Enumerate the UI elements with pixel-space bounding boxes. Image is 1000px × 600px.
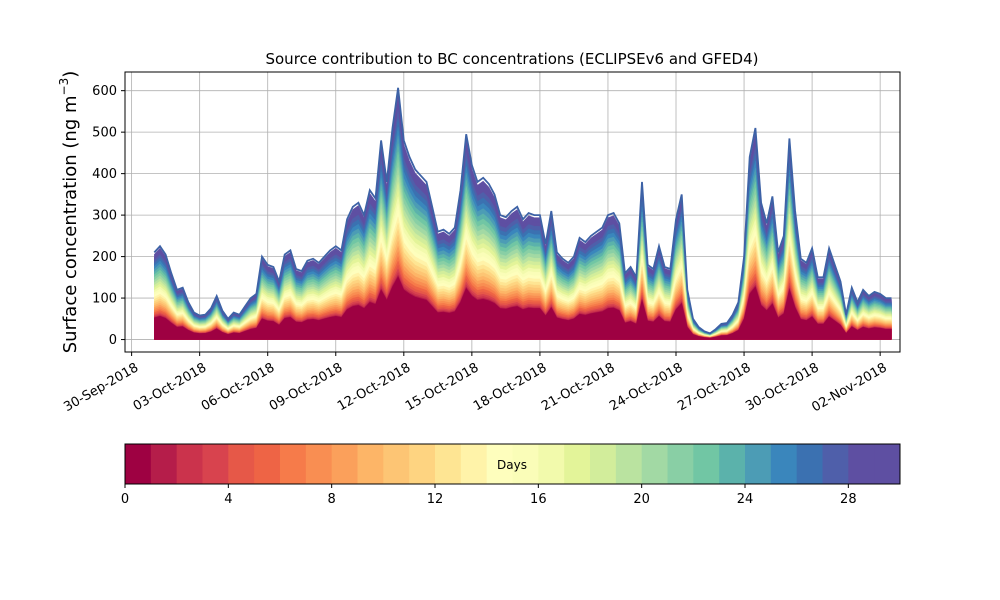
plot-area: 30-Sep-201803-Oct-201806-Oct-201809-Oct-… bbox=[61, 71, 901, 415]
x-tick-label: 30-Sep-2018 bbox=[61, 360, 141, 415]
y-tick-label: 600 bbox=[92, 84, 117, 99]
x-tick-label: 24-Oct-2018 bbox=[607, 360, 685, 414]
colorbar-cell-16 bbox=[538, 444, 565, 484]
colorbar-cell-19 bbox=[615, 444, 643, 484]
colorbar-cell-9 bbox=[357, 444, 384, 484]
y-axis: 0 100 200 300 400 500 600 bbox=[92, 84, 125, 348]
colorbar-tick-label: 20 bbox=[633, 492, 650, 507]
colorbar-cell-7 bbox=[305, 444, 333, 484]
colorbar-cell-18 bbox=[590, 444, 617, 484]
colorbar-label: Days bbox=[497, 458, 527, 472]
x-tick-label: 18-Oct-2018 bbox=[471, 360, 549, 414]
colorbar-cell-11 bbox=[409, 444, 436, 484]
y-axis-label-exponent: −3 bbox=[57, 78, 71, 96]
colorbar-cell-8 bbox=[331, 444, 358, 484]
colorbar-cell-17 bbox=[564, 444, 591, 484]
colorbar-cells bbox=[125, 444, 901, 484]
x-tick-label: 27-Oct-2018 bbox=[675, 360, 753, 414]
plot-frame bbox=[124, 71, 901, 353]
colorbar-cell-2 bbox=[176, 444, 203, 484]
colorbar-ticks: 0 4 8 12 16 20 24 28 bbox=[121, 484, 857, 507]
colorbar-cell-27 bbox=[822, 444, 849, 484]
colorbar-tick-label: 8 bbox=[328, 492, 336, 507]
y-tick-label: 300 bbox=[92, 209, 117, 224]
y-axis-label-main: Surface concentration (ng m bbox=[60, 95, 81, 353]
x-tick-label: 02-Nov-2018 bbox=[809, 360, 889, 415]
x-tick-label: 21-Oct-2018 bbox=[539, 360, 617, 414]
colorbar-cell-29 bbox=[874, 444, 901, 484]
y-axis-label: Surface concentration (ng m−3) bbox=[57, 71, 81, 354]
colorbar-tick-label: 4 bbox=[224, 492, 232, 507]
x-tick-label: 30-Oct-2018 bbox=[743, 360, 821, 414]
colorbar-cell-10 bbox=[383, 444, 410, 484]
colorbar-tick-label: 12 bbox=[427, 492, 444, 507]
colorbar-cell-3 bbox=[202, 444, 229, 484]
colorbar-cell-14 bbox=[486, 444, 513, 484]
y-tick-label: 100 bbox=[92, 292, 117, 307]
colorbar-cell-21 bbox=[667, 444, 694, 484]
x-tick-label: 15-Oct-2018 bbox=[403, 360, 481, 414]
colorbar-frame bbox=[124, 443, 901, 485]
x-tick-label: 12-Oct-2018 bbox=[335, 360, 413, 414]
colorbar-cell-20 bbox=[641, 444, 668, 484]
colorbar-cell-25 bbox=[770, 444, 798, 484]
colorbar-cell-12 bbox=[435, 444, 462, 484]
total-concentration-line bbox=[153, 87, 892, 335]
colorbar-cell-26 bbox=[796, 444, 823, 484]
colorbar-tick-label: 28 bbox=[840, 492, 857, 507]
colorbar-cell-0 bbox=[125, 444, 152, 484]
area-band-day-0 bbox=[154, 276, 892, 340]
x-tick-label: 06-Oct-2018 bbox=[199, 360, 277, 414]
colorbar-cell-15 bbox=[512, 444, 539, 484]
x-axis: 30-Sep-201803-Oct-201806-Oct-201809-Oct-… bbox=[61, 352, 890, 415]
colorbar-tick-label: 16 bbox=[530, 492, 547, 507]
x-tick-label: 03-Oct-2018 bbox=[131, 360, 209, 414]
chart-title: Source contribution to BC concentrations… bbox=[265, 50, 758, 68]
y-tick-label: 0 bbox=[109, 333, 117, 348]
colorbar-tick-label: 24 bbox=[737, 492, 754, 507]
colorbar-cell-4 bbox=[228, 444, 255, 484]
colorbar-cell-6 bbox=[280, 444, 307, 484]
colorbar-cell-22 bbox=[693, 444, 720, 484]
colorbar-cell-5 bbox=[254, 444, 281, 484]
colorbar-cell-13 bbox=[460, 444, 488, 484]
y-tick-label: 400 bbox=[92, 167, 117, 182]
colorbar-tick-label: 0 bbox=[121, 492, 129, 507]
y-tick-label: 200 bbox=[92, 250, 117, 265]
colorbar: Days 0 4 8 12 16 20 24 28 bbox=[121, 443, 901, 507]
colorbar-cell-24 bbox=[745, 444, 772, 484]
x-tick-label: 09-Oct-2018 bbox=[267, 360, 345, 414]
colorbar-cell-1 bbox=[150, 444, 178, 484]
stacked-areas bbox=[153, 87, 892, 340]
colorbar-cell-23 bbox=[719, 444, 746, 484]
colorbar-cell-28 bbox=[848, 444, 875, 484]
y-tick-label: 500 bbox=[92, 126, 117, 141]
y-axis-label-close: ) bbox=[60, 71, 81, 78]
